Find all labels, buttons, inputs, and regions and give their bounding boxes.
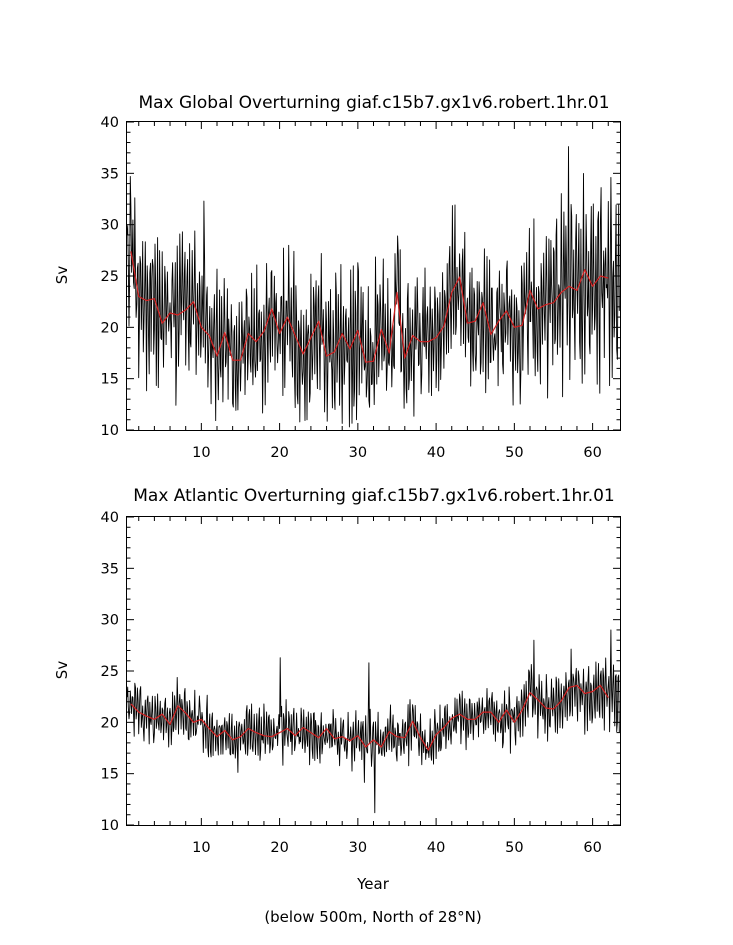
atlantic-xtick-label: 20 — [270, 840, 288, 856]
atlantic-plot-area — [126, 629, 620, 814]
global-tick-labels: 10 15 20 25 30 35 40 10 20 30 40 50 60 — [101, 115, 602, 461]
global-annual-mean-line — [130, 251, 609, 363]
atlantic-ytick-label: 20 — [101, 715, 119, 731]
global-y-axis-label: Sv — [53, 266, 71, 285]
global-xtick-label: 30 — [349, 445, 367, 461]
global-plot-area — [126, 146, 620, 428]
atlantic-raw-series-line — [126, 629, 620, 814]
atlantic-chart-title: Max Atlantic Overturning giaf.c15b7.gx1v… — [133, 486, 615, 506]
atlantic-xtick-label: 50 — [505, 840, 523, 856]
footnote: (below 500m, North of 28°N) — [264, 908, 481, 926]
global-chart-title: Max Global Overturning giaf.c15b7.gx1v6.… — [138, 93, 609, 113]
global-overturning-panel: Max Global Overturning giaf.c15b7.gx1v6.… — [53, 93, 621, 461]
global-xtick-label: 40 — [427, 445, 445, 461]
global-ytick-label: 20 — [101, 320, 119, 336]
atlantic-xtick-label: 10 — [192, 840, 210, 856]
atlantic-xtick-label: 40 — [427, 840, 445, 856]
atlantic-tick-labels: 10 15 20 25 30 35 40 10 20 30 40 50 60 — [101, 510, 602, 856]
global-ytick-label: 35 — [101, 166, 119, 182]
global-raw-series-line — [126, 146, 620, 428]
global-plot-frame — [126, 121, 621, 431]
atlantic-ytick-label: 40 — [101, 510, 119, 526]
x-axis-label: Year — [356, 875, 390, 893]
atlantic-y-axis-label: Sv — [53, 661, 71, 680]
global-xtick-label: 10 — [192, 445, 210, 461]
atlantic-ytick-label: 30 — [101, 613, 119, 629]
atlantic-xtick-label: 30 — [349, 840, 367, 856]
global-xtick-label: 60 — [583, 445, 601, 461]
atlantic-ytick-label: 35 — [101, 561, 119, 577]
global-ytick-label: 25 — [101, 269, 119, 285]
atlantic-ytick-label: 15 — [101, 767, 119, 783]
atlantic-axis-ticks — [127, 516, 620, 826]
global-ytick-label: 30 — [101, 218, 119, 234]
atlantic-overturning-panel: Max Atlantic Overturning giaf.c15b7.gx1v… — [53, 486, 621, 856]
global-ytick-label: 15 — [101, 372, 119, 388]
global-ytick-label: 40 — [101, 115, 119, 131]
global-xtick-label: 20 — [270, 445, 288, 461]
global-xtick-label: 50 — [505, 445, 523, 461]
atlantic-annual-mean-line — [130, 684, 609, 751]
global-ytick-label: 10 — [101, 423, 119, 439]
atlantic-xtick-label: 60 — [583, 840, 601, 856]
atlantic-ytick-label: 25 — [101, 664, 119, 680]
atlantic-plot-frame — [126, 516, 621, 826]
atlantic-ytick-label: 10 — [101, 818, 119, 834]
